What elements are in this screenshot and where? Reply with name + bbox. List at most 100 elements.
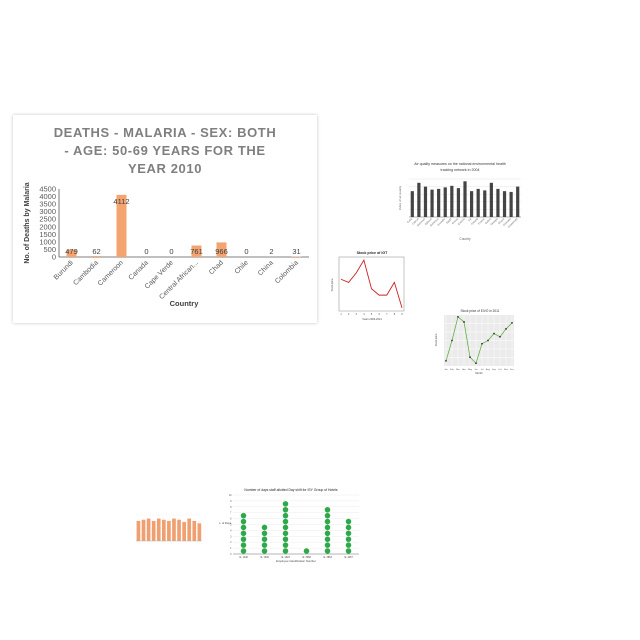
igt-stock-chart-svg: Stock price of IGT 1 2 3 4 5 6 7 8 9 Years 2006-20…: [330, 251, 405, 321]
x-tick-label: Chile: [234, 259, 250, 275]
malaria-deaths-chart: DEATHS - MALARIA - SEX: BOTH - AGE: 50-69…: [13, 115, 317, 323]
bar: [146, 518, 151, 541]
data-point: [475, 362, 477, 365]
data-dot: [324, 518, 331, 525]
x-tick-label: 6: [378, 313, 380, 316]
x-tick-label: Dec: [510, 369, 515, 371]
plot-frame: [338, 256, 405, 312]
x-tick-label: 4: [363, 313, 365, 316]
data-dot: [324, 536, 331, 543]
bar: [161, 519, 166, 541]
x-tick-label: Oct: [498, 368, 502, 371]
x-axis-label: Employee Identification Number: [276, 559, 316, 563]
y-tick-label: 4500: [39, 185, 56, 194]
data-dot: [345, 530, 352, 537]
x-tick-label: Id. 3658: [302, 556, 311, 559]
x-tick-label: Jul: [481, 369, 484, 371]
y-tick-label: 7: [230, 512, 232, 515]
chart-title-line: - AGE: 50-69 YEARS FOR THE: [64, 143, 265, 158]
y-tick-label: 4000: [39, 192, 56, 201]
data-dot: [240, 518, 247, 525]
x-tick-label: Grenada: [502, 216, 512, 226]
x-tick-label: Sep: [492, 369, 497, 371]
bar: [156, 518, 161, 541]
x-tick-label: Id. 4457: [344, 556, 353, 559]
y-tick-label: 2500: [39, 215, 56, 224]
x-tick-label: Jan: [444, 369, 448, 371]
x-tick-label: 1: [340, 313, 342, 316]
x-tick-label: Aug: [486, 368, 491, 371]
x-tick-label: Djibouti: [424, 217, 433, 226]
y-tick-label: 4: [230, 529, 232, 532]
x-tick-label: Fiji: [467, 217, 472, 222]
x-tick-label: Egypt: [445, 217, 453, 225]
chart-title-line: YEAR 2010: [128, 161, 202, 176]
bar: [443, 187, 447, 217]
x-axis-label: Country: [459, 237, 471, 241]
data-dot: [240, 512, 247, 519]
data-dot: [261, 542, 268, 548]
data-dot: [282, 548, 289, 554]
igt-stock-chart: Stock price of IGT 1 2 3 4 5 6 7 8 9 Years 2006-20…: [329, 245, 409, 323]
x-tick-label: Cyprus: [411, 216, 420, 225]
x-tick-label: Denmark: [416, 216, 427, 227]
bar: [66, 249, 77, 257]
data-dot: [240, 536, 247, 543]
data-dot: [261, 536, 268, 543]
y-axis-label: Index of air quality: [398, 185, 402, 210]
y-tick-label: 0: [230, 553, 232, 556]
data-dot: [324, 512, 331, 519]
data-label: 479: [65, 247, 78, 256]
bar: [469, 191, 474, 217]
bar: [91, 256, 102, 257]
data-dot: [282, 506, 289, 513]
data-dot: [324, 542, 331, 548]
y-tick-label: 3000: [39, 207, 56, 216]
y-tick-label: 3500: [39, 200, 56, 209]
data-label: 0: [169, 247, 173, 256]
y-tick-label: 3: [230, 535, 232, 538]
bar: [172, 518, 176, 541]
data-label: 4112: [113, 197, 129, 206]
data-point: [457, 315, 459, 318]
data-point: [511, 321, 513, 324]
data-dot: [240, 548, 247, 554]
x-tick-label: Gabon: [484, 216, 493, 225]
data-dot: [261, 530, 268, 537]
x-tick-label: Georgia: [489, 216, 499, 226]
y-tick-label: 0: [52, 253, 56, 262]
y-tick-label: 2: [230, 541, 232, 544]
x-tick-label: Finland: [470, 216, 479, 225]
x-tick-label: 9: [401, 313, 403, 316]
y-tick-label: 5: [230, 524, 232, 527]
data-point: [445, 360, 447, 362]
bar: [410, 191, 414, 217]
data-dot: [261, 524, 268, 531]
x-tick-label: Feb: [450, 369, 455, 371]
bar: [197, 523, 202, 541]
x-tick-label: Id. 3863: [323, 556, 332, 559]
data-dot: [240, 524, 247, 531]
data-point: [481, 342, 483, 345]
x-tick-label: Canada: [128, 259, 150, 281]
x-tick-label: Burundi: [53, 259, 75, 281]
bar: [437, 188, 441, 217]
data-label: 966: [215, 247, 228, 256]
data-label: 62: [92, 247, 100, 256]
x-tick-label: 2: [348, 313, 350, 316]
y-tick-label: 500: [43, 245, 56, 254]
y-tick-label: 1000: [39, 237, 56, 246]
x-tick-label: 5: [371, 313, 373, 316]
x-tick-label: Id. 1346: [260, 556, 269, 559]
series-line: [445, 316, 513, 364]
data-label: 31: [292, 247, 300, 256]
small-bar-chart-svg: [136, 514, 202, 542]
data-label: 761: [190, 247, 203, 256]
chart-title-line: DEATHS - MALARIA - SEX: BOTH: [54, 125, 277, 140]
data-point: [499, 335, 501, 338]
x-tick-label: Eritrea: [451, 216, 460, 225]
x-tick-label: 3: [356, 313, 358, 316]
data-dot: [282, 501, 289, 507]
air-quality-chart: Air quality measures on the national env…: [393, 157, 527, 247]
